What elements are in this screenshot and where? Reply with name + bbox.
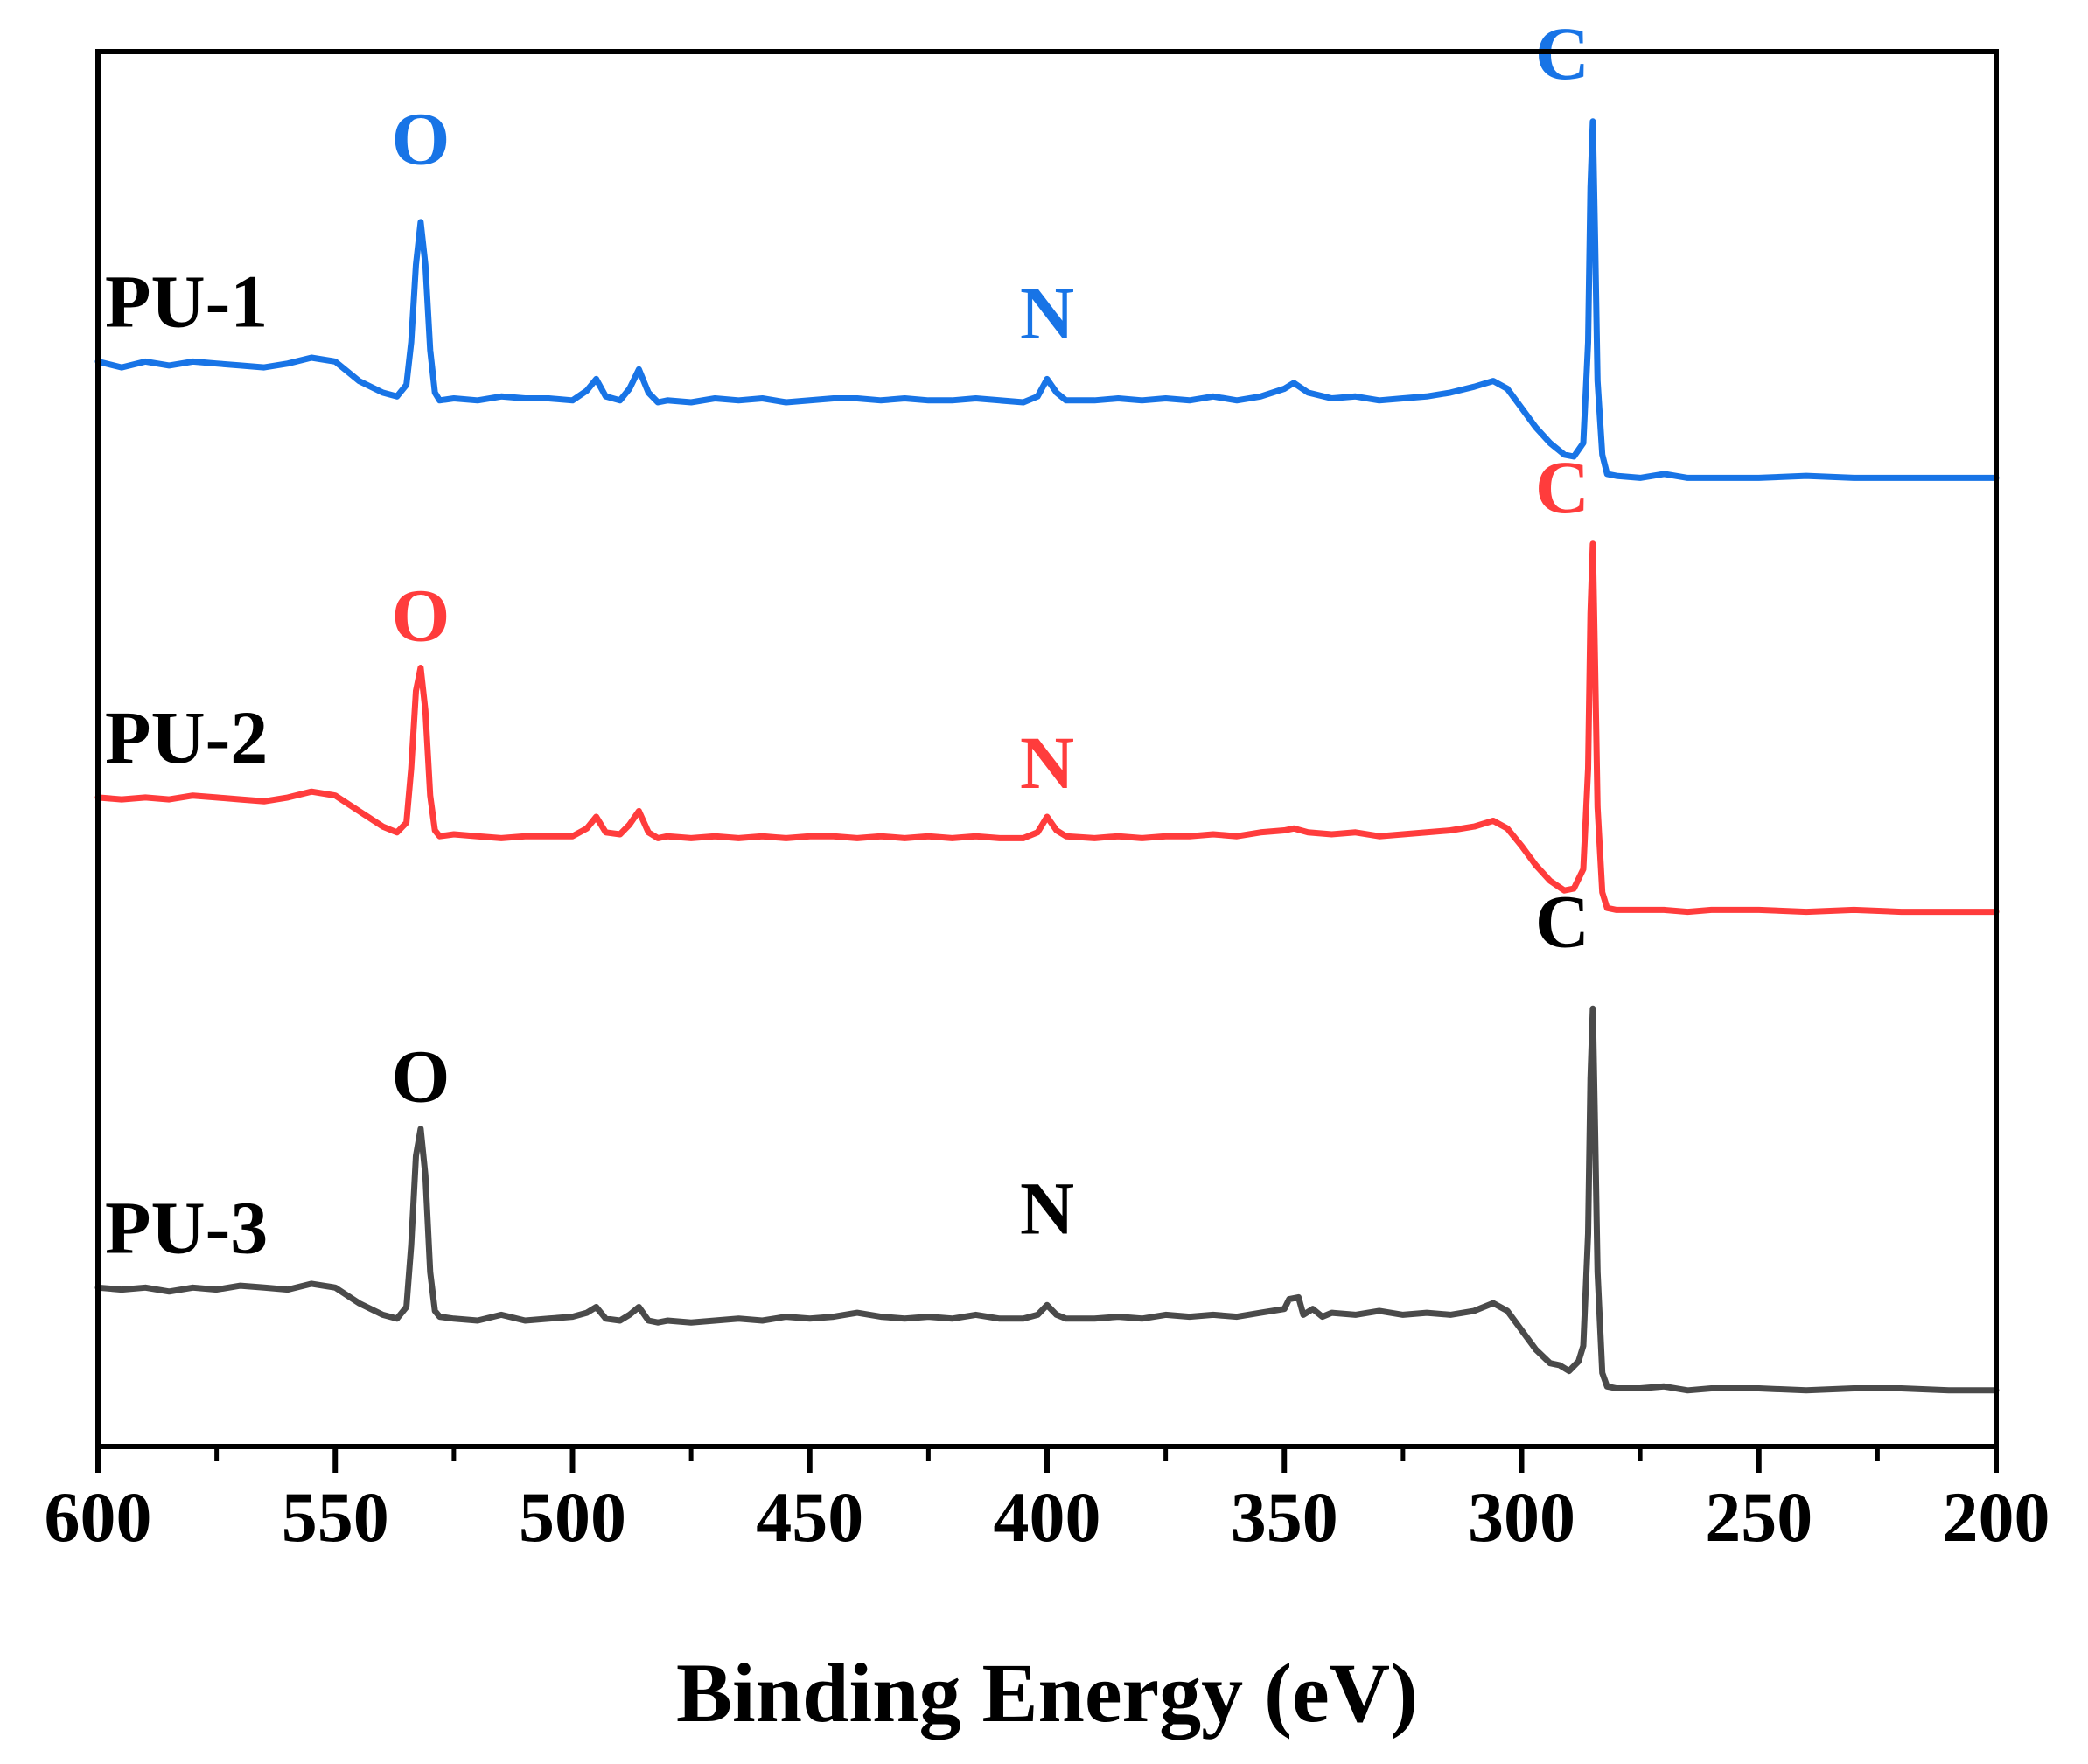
x-tick-label: 300 bbox=[1468, 1477, 1575, 1557]
x-tick-label: 550 bbox=[282, 1477, 389, 1557]
x-tick-label: 600 bbox=[45, 1477, 152, 1557]
x-axis-ticks: 600 550 500 450 400 350 300 250 200 bbox=[45, 1447, 2050, 1557]
x-tick-label: 450 bbox=[756, 1477, 863, 1557]
series-line-pu-3 bbox=[94, 1005, 2000, 1394]
series-line-pu-1 bbox=[94, 118, 2000, 481]
peak-label-o: O bbox=[391, 96, 450, 180]
peak-label-n: N bbox=[1020, 721, 1074, 805]
peak-label-n: N bbox=[1020, 271, 1074, 355]
peak-label-c: C bbox=[1535, 445, 1589, 529]
peak-label-o: O bbox=[391, 573, 450, 657]
x-tick-label: 250 bbox=[1705, 1477, 1812, 1557]
x-tick-label: 500 bbox=[519, 1477, 626, 1557]
series-line-pu-2 bbox=[94, 540, 2000, 916]
peak-label-c: C bbox=[1535, 879, 1589, 963]
x-axis-title: Binding Energy (eV) bbox=[676, 1646, 1418, 1740]
series-label: PU-2 bbox=[105, 695, 268, 779]
peak-label-n: N bbox=[1020, 1166, 1074, 1250]
x-tick-label: 400 bbox=[994, 1477, 1101, 1557]
x-tick-label: 350 bbox=[1231, 1477, 1338, 1557]
x-tick-label: 200 bbox=[1943, 1477, 2050, 1557]
series-label: PU-1 bbox=[105, 259, 268, 343]
series-label: PU-3 bbox=[105, 1185, 268, 1269]
peak-label-o: O bbox=[391, 1035, 450, 1119]
